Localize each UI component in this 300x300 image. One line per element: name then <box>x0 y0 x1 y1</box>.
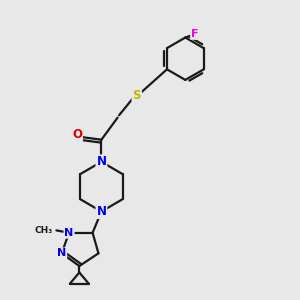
Text: N: N <box>64 228 74 238</box>
Text: N: N <box>57 248 66 258</box>
Text: CH₃: CH₃ <box>34 226 53 235</box>
Text: O: O <box>72 128 82 141</box>
Text: N: N <box>96 155 106 168</box>
Text: N: N <box>96 205 106 218</box>
Text: F: F <box>191 29 199 39</box>
Text: S: S <box>133 89 141 102</box>
